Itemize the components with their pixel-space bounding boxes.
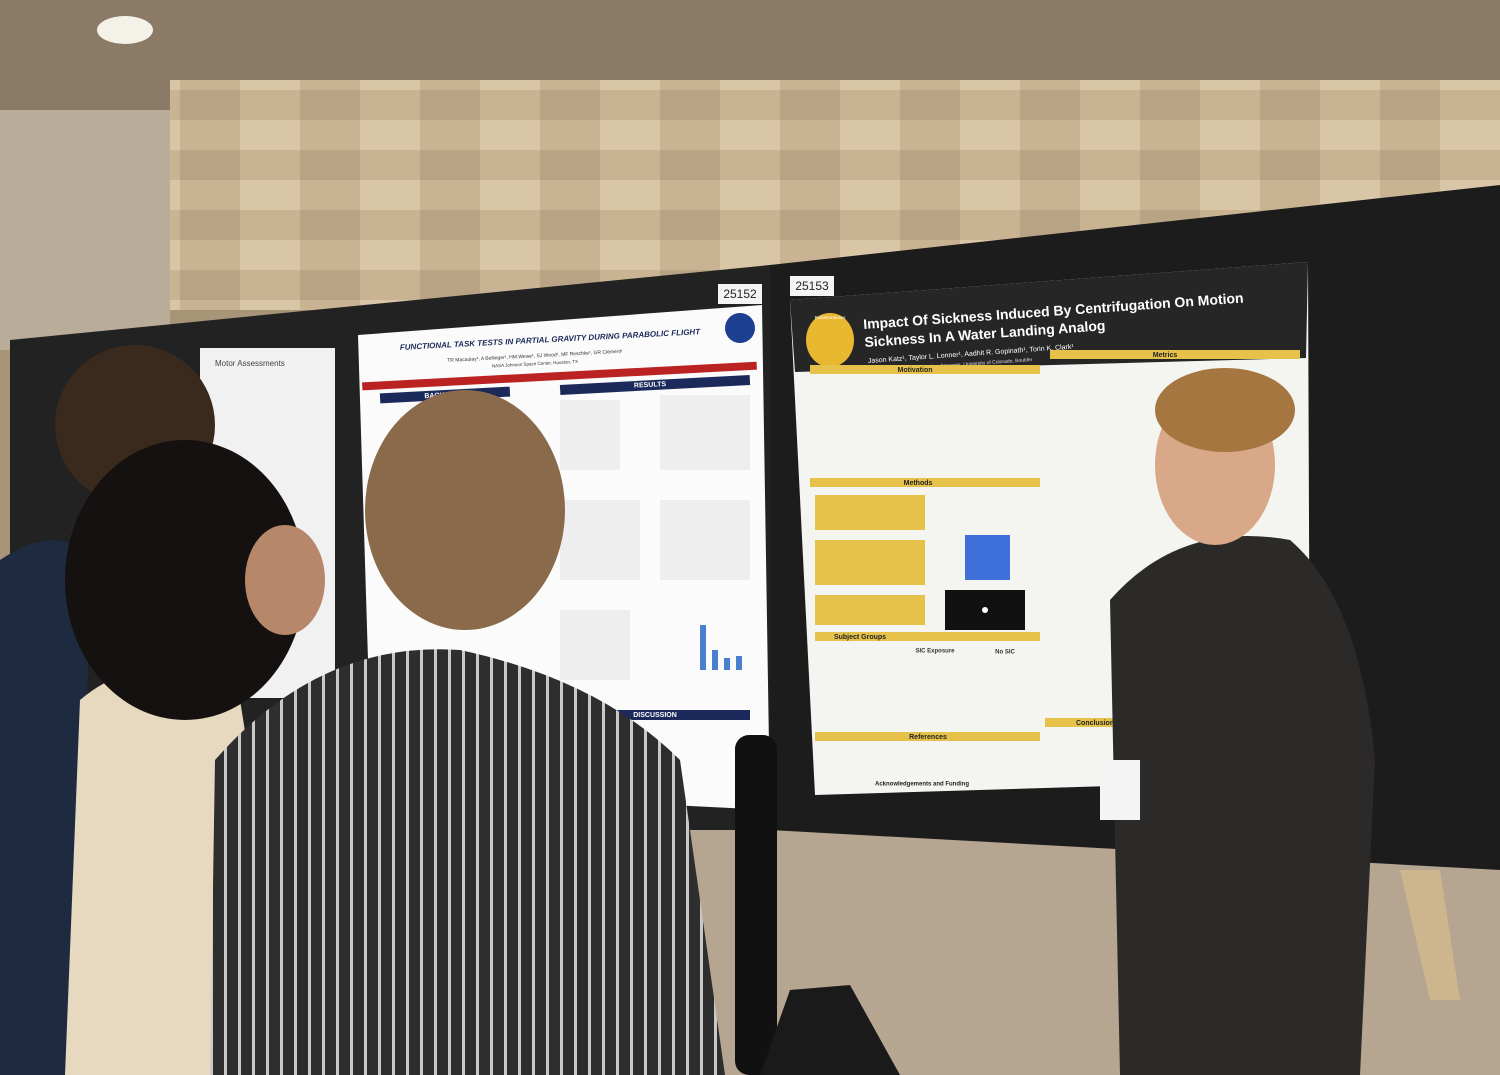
section-headings: Motivation Metrics Methods Subject Group… [810, 350, 1300, 788]
section-heading: Motivation [898, 367, 933, 374]
hair-bun [365, 390, 565, 630]
striped-jacket [210, 649, 725, 1075]
section-heading: RESULTS [634, 381, 667, 390]
hair [65, 440, 305, 720]
wall-panel [0, 110, 170, 350]
nasa-logo [725, 313, 755, 343]
board-number: 25152 [723, 287, 757, 301]
section-heading: Subject Groups [834, 634, 886, 641]
poster-header [790, 262, 1308, 372]
group-label: SIC Exposure [915, 649, 955, 655]
methods-boxes [815, 495, 1025, 630]
section-heading: Metrics [1153, 352, 1178, 359]
legs [1400, 870, 1460, 1000]
group-label: No SIC [995, 650, 1015, 656]
person [0, 540, 90, 1075]
section-heading: Acknowledgements and Funding [875, 782, 969, 788]
number-tag [790, 276, 834, 296]
section-heading: DISCUSSION [633, 712, 677, 719]
poster-affiliation: NASA Johnson Space Center, Houston, TX [492, 359, 578, 369]
stripe [362, 361, 757, 391]
section-heading: Methods [904, 480, 933, 487]
number-tag [718, 284, 762, 304]
hair [1155, 368, 1295, 452]
logo-text: Bioastronautics [815, 315, 847, 320]
badge [1100, 760, 1140, 820]
poster-heading: Motor Assessments [215, 359, 285, 368]
suit [1110, 536, 1375, 1075]
section-heading: References [909, 734, 947, 741]
poster-figures [560, 395, 750, 680]
ceiling-light [97, 16, 153, 44]
face [245, 525, 325, 635]
board-number: 25153 [795, 279, 829, 293]
section-heading: Conclusions [1076, 720, 1118, 727]
section-bar [559, 375, 751, 395]
poster-tube [735, 735, 777, 1075]
section-bar [560, 710, 750, 720]
logo [806, 313, 854, 367]
backpack [760, 985, 900, 1075]
